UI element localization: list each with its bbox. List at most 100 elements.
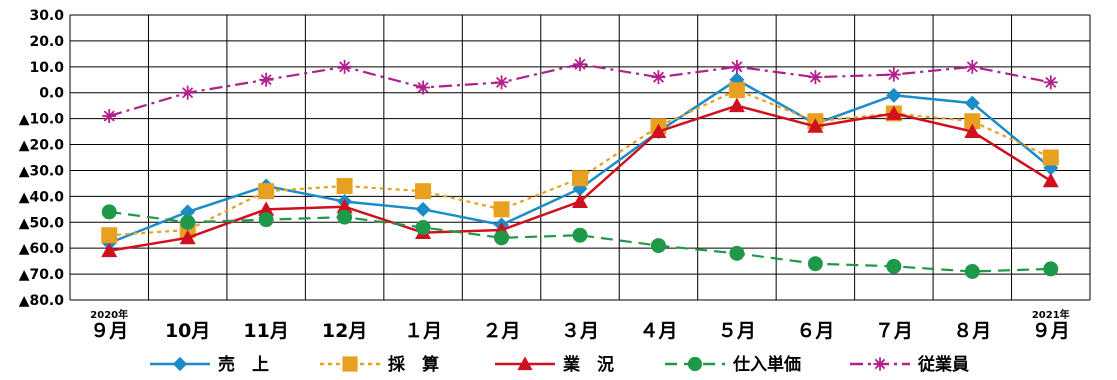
x-tick-label: 12月 <box>322 320 367 342</box>
x-tick-label: ３月 <box>561 320 599 342</box>
triangle-marker <box>572 193 588 208</box>
star-marker <box>873 357 887 371</box>
star-marker <box>1043 75 1058 90</box>
series-line <box>108 78 1052 245</box>
circle-marker <box>1043 261 1059 277</box>
square-marker <box>415 183 432 200</box>
y-tick-label: 20.0 <box>29 34 64 50</box>
circle-marker <box>101 204 117 220</box>
legend-item-3: 業 況 <box>495 354 614 375</box>
diamond-marker <box>180 204 196 220</box>
diamond-marker <box>172 356 188 372</box>
circle-marker <box>180 214 196 230</box>
star-marker <box>416 80 431 95</box>
y-tick-label: ▲50.0 <box>19 215 65 231</box>
series-layer <box>101 57 1059 279</box>
circle-marker <box>807 256 823 272</box>
circle-marker <box>964 264 980 279</box>
y-tick-label: ▲60.0 <box>19 241 65 257</box>
triangle-marker <box>258 201 275 216</box>
triangle-marker <box>336 198 353 214</box>
star-marker <box>808 70 823 85</box>
triangle-marker <box>728 97 745 113</box>
y-tick-label: ▲10.0 <box>19 112 65 128</box>
series-3 <box>101 97 1059 258</box>
legend-label: 採 算 <box>388 354 439 375</box>
x-tick-label: 11月 <box>243 320 288 342</box>
triangle-marker <box>807 118 824 133</box>
star-marker <box>573 57 587 72</box>
y-tick-label: 30.0 <box>29 8 64 24</box>
legend-item-1: 売 上 <box>150 354 269 375</box>
series-line <box>108 63 1051 118</box>
star-marker <box>337 59 352 74</box>
square-marker <box>258 183 275 200</box>
y-tick-label: ▲40.0 <box>19 189 65 205</box>
star-marker <box>259 72 274 87</box>
x-tick-label: １月 <box>404 320 442 342</box>
x-tick-label: ４月 <box>639 320 677 342</box>
triangle-marker <box>517 356 533 371</box>
legend: 売 上 採 算 業 況 仕入単価 従業員 <box>150 354 969 375</box>
triangle-marker <box>101 242 118 258</box>
year-label: 2021年 <box>1032 308 1070 321</box>
square-marker <box>101 227 118 244</box>
y-tick-label: ▲80.0 <box>19 293 65 309</box>
circle-marker <box>650 238 666 254</box>
x-tick-label: ５月 <box>718 320 756 342</box>
star-marker <box>494 75 509 90</box>
x-tick-label: ８月 <box>953 320 991 342</box>
legend-item-2: 採 算 <box>320 354 439 375</box>
star-marker <box>886 67 901 82</box>
star-marker <box>729 59 744 74</box>
series-2 <box>101 82 1059 244</box>
star-marker <box>651 70 666 85</box>
legend-label: 仕入単価 <box>732 354 801 375</box>
circle-marker <box>687 356 703 372</box>
diamond-marker <box>886 87 902 103</box>
triangle-marker <box>885 105 902 120</box>
legend-label: 従業員 <box>917 354 969 375</box>
legend-item-5: 従業員 <box>850 354 969 375</box>
series-line <box>109 88 1052 237</box>
y-tick-label: 10.0 <box>29 60 64 76</box>
y-tick-label: ▲30.0 <box>19 163 65 179</box>
triangle-marker <box>964 123 981 138</box>
circle-marker <box>572 227 588 243</box>
circle-marker <box>886 258 902 274</box>
square-marker <box>728 82 745 99</box>
x-tick-label: ７月 <box>875 320 913 342</box>
legend-label: 売 上 <box>218 354 269 375</box>
triangle-marker <box>179 229 196 245</box>
x-tick-label: ２月 <box>483 320 521 342</box>
triangle-marker <box>650 123 667 138</box>
x-tick-label: ６月 <box>796 320 834 342</box>
star-marker <box>965 59 980 74</box>
diamond-marker <box>964 95 980 111</box>
y-axis-ticks: 30.0 20.0 10.0 0.0 ▲10.0 ▲20.0 ▲30.0 ▲40.0 ▲50.0… <box>19 8 65 309</box>
y-tick-label: ▲70.0 <box>19 267 65 283</box>
circle-marker <box>415 219 431 235</box>
star-marker <box>180 85 195 100</box>
diamond-marker <box>415 201 431 217</box>
y-tick-label: ▲20.0 <box>19 138 65 154</box>
circle-marker <box>258 212 274 228</box>
star-marker <box>102 109 117 124</box>
legend-item-4: 仕入単価 <box>665 354 801 375</box>
circle-marker <box>729 245 745 261</box>
circle-marker <box>337 209 353 225</box>
square-marker <box>1042 149 1059 166</box>
series-1 <box>101 72 1059 251</box>
square-marker <box>342 356 358 372</box>
circle-marker <box>494 230 510 246</box>
series-5 <box>102 57 1058 124</box>
square-marker <box>336 178 353 194</box>
y-tick-label: 0.0 <box>39 86 64 102</box>
series-4 <box>101 204 1059 279</box>
x-tick-label: ９月 <box>90 320 128 342</box>
x-tick-label: 10月 <box>165 320 210 342</box>
square-marker <box>964 113 981 130</box>
x-tick-label: ９月 <box>1032 320 1070 342</box>
square-marker <box>493 201 510 218</box>
